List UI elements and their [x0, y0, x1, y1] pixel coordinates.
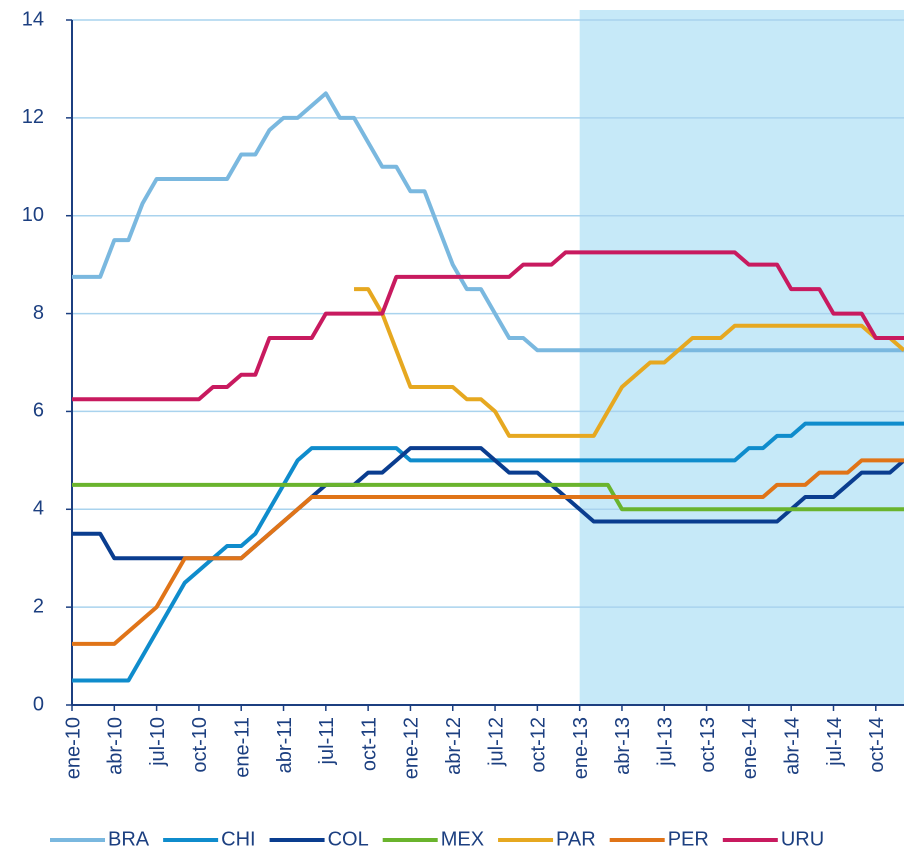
x-tick-label: jul-13	[655, 717, 677, 767]
x-tick-label: abr-11	[274, 717, 296, 773]
x-tick-label: oct-12	[528, 717, 550, 773]
legend-label: URU	[781, 828, 824, 850]
x-tick-label: abr-13	[612, 717, 634, 775]
series-line	[72, 482, 904, 512]
x-tick-label: jul-14	[824, 717, 846, 767]
x-tick-label: jul-12	[485, 717, 507, 767]
series-line	[72, 421, 904, 683]
x-tick-label: ene-14	[739, 717, 761, 779]
highlight-region	[579, 10, 904, 705]
x-tick-label: ene-11	[232, 717, 254, 778]
y-tick-label: 8	[33, 302, 44, 324]
x-tick-label: oct-11	[358, 717, 380, 771]
legend-label: COL	[328, 828, 369, 850]
series-line	[72, 458, 904, 646]
series-line	[354, 287, 904, 438]
x-tick-label: ene-10	[62, 717, 84, 779]
legend-label: PAR	[556, 828, 596, 850]
y-tick-label: 10	[22, 204, 44, 226]
x-tick-label: oct-14	[866, 717, 888, 773]
x-tick-label: abr-14	[781, 717, 803, 775]
legend-label: CHI	[221, 828, 255, 850]
y-tick-label: 4	[33, 498, 44, 520]
y-tick-label: 2	[33, 595, 44, 617]
x-tick-label: jul-10	[147, 717, 169, 767]
series-line	[72, 91, 904, 353]
legend-label: MEX	[441, 828, 484, 850]
series-line	[72, 250, 904, 402]
x-tick-label: abr-10	[105, 717, 127, 775]
x-tick-label: jul-11	[316, 717, 338, 765]
y-tick-label: 6	[33, 400, 44, 422]
y-tick-label: 12	[22, 106, 44, 128]
legend-label: PER	[668, 828, 709, 850]
x-tick-label: abr-12	[443, 717, 465, 775]
x-tick-label: ene-12	[401, 717, 423, 779]
legend-label: BRA	[108, 828, 150, 850]
x-tick-label: ene-13	[570, 717, 592, 779]
x-tick-label: oct-10	[189, 717, 211, 773]
y-tick-label: 14	[22, 8, 44, 30]
x-tick-label: oct-13	[697, 717, 719, 773]
y-tick-label: 0	[33, 693, 44, 715]
